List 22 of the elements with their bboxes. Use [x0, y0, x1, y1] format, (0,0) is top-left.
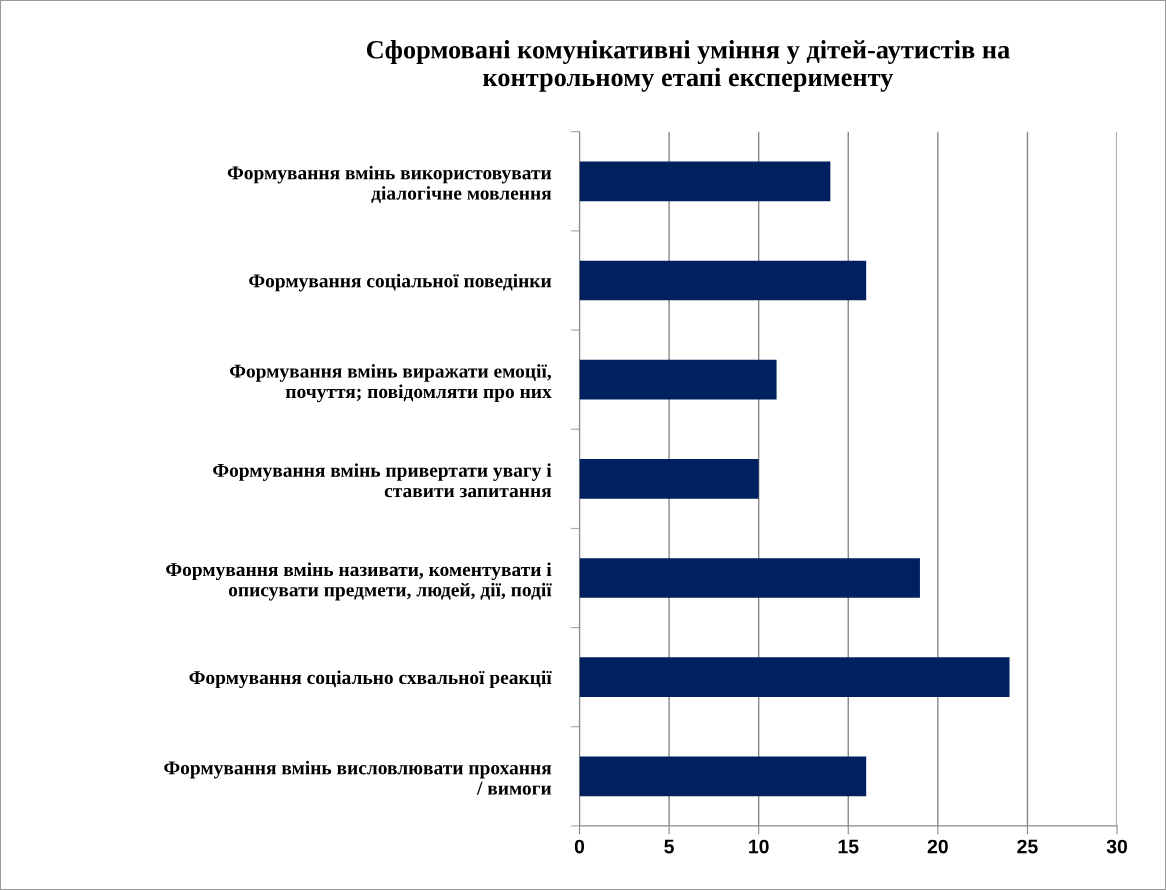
bar [579, 161, 831, 202]
y-tick-label: Формування вмінь висловлювати прохання / вимоги [164, 760, 552, 795]
y-tick-label: Формування соціально схвальної реакції [189, 670, 552, 689]
bar [579, 359, 777, 400]
y-tick-label: Формування вмінь використовувати діалогічне мовлення [227, 165, 552, 203]
x-tick-label: 20 [927, 839, 948, 854]
bar [579, 657, 1010, 697]
bar [579, 558, 920, 598]
x-tick-label: 0 [574, 839, 585, 854]
x-tick-label: 15 [838, 839, 859, 854]
y-tick-label: Формування вмінь виражати емоції, почуття; повідомляти про них [230, 364, 552, 403]
bar [579, 260, 867, 301]
y-tick-label: Формування вмінь привертати увагу і ставити запитання [213, 463, 552, 498]
x-tick-label: 10 [749, 839, 769, 854]
chart-title: Сформовані комунікативні уміння у дітей-аутистів на контрольному етапі експерименту [366, 40, 1010, 92]
x-tick-label: 25 [1017, 839, 1038, 854]
x-tick-label: 5 [664, 839, 674, 854]
x-tick-label: 30 [1106, 839, 1128, 854]
y-tick-label: Формування соціальної поведінки [249, 273, 552, 292]
bar [579, 756, 867, 797]
y-tick-label: Формування вмінь називати, коментувати і описувати предмети, людей, дії, події [166, 562, 552, 601]
bar [579, 458, 759, 499]
